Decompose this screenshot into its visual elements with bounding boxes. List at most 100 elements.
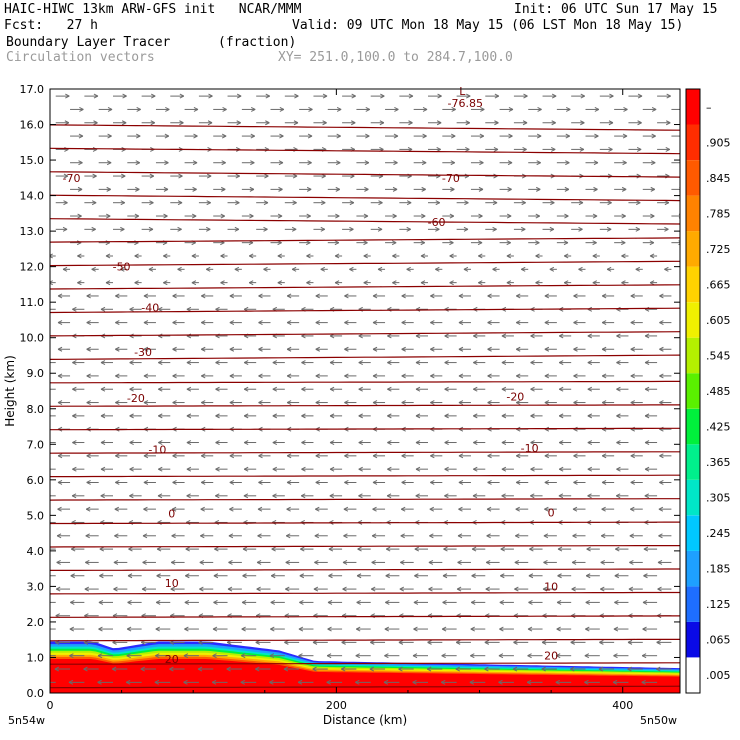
vector-arrowhead <box>455 639 461 645</box>
vector-arrowhead <box>350 120 356 126</box>
vector-arrowhead <box>393 160 398 166</box>
vector-arrowhead <box>207 120 213 126</box>
vector-arrowhead <box>444 386 449 392</box>
vector-arrowhead <box>643 573 648 579</box>
vector-arrowhead <box>430 400 435 405</box>
vector-arrowhead <box>456 586 462 592</box>
vector-arrowhead <box>315 480 320 485</box>
vector-arrowhead <box>270 626 275 632</box>
colorbar-frame <box>685 88 701 694</box>
vector-arrowhead <box>387 360 392 366</box>
contour-label: -20 <box>506 390 524 403</box>
vector-arrowhead <box>458 320 464 326</box>
vector-arrowhead <box>406 226 411 232</box>
vector-arrowhead <box>143 400 149 405</box>
vector-arrowhead <box>269 679 274 685</box>
vector-arrowhead <box>573 320 578 326</box>
cross-section-endpoints: XY= 251.0,100.0 to 284.7,100.0 <box>278 50 513 65</box>
vector-arrowhead <box>257 533 262 539</box>
vector-arrowhead <box>93 93 99 99</box>
vector-arrowhead <box>100 413 106 419</box>
vector-arrowhead <box>500 573 505 579</box>
vector-field-name: Circulation vectors <box>6 50 155 65</box>
vector-arrowhead <box>501 413 507 419</box>
vector-arrowhead <box>272 466 278 472</box>
contour-label: 10 <box>544 580 558 593</box>
vector-arrowhead <box>415 333 421 339</box>
vector-arrowhead <box>206 173 212 179</box>
vector-arrowhead <box>681 107 685 111</box>
vector-arrowhead <box>186 466 192 472</box>
vector-arrowhead <box>329 360 335 366</box>
vector-arrowhead <box>385 573 390 579</box>
vector-arrowhead <box>163 186 169 192</box>
vector-arrowhead <box>444 413 449 419</box>
vector-arrowhead <box>206 200 211 206</box>
vector-arrowhead <box>227 586 233 592</box>
vector-arrowhead <box>558 386 564 392</box>
vector-arrowhead <box>72 413 77 419</box>
vector-arrowhead <box>536 160 541 166</box>
tracer-band <box>50 659 680 693</box>
vector-arrowhead <box>377 266 383 272</box>
vector-arrowhead <box>421 213 426 219</box>
vector-arrowhead <box>614 599 619 605</box>
vector-arrowhead <box>644 360 650 366</box>
vector-arrowhead <box>486 533 491 539</box>
vector-arrowhead <box>372 506 377 512</box>
vector-arrowhead <box>507 186 512 192</box>
vector-arrowhead <box>635 266 640 272</box>
vector-arrowhead <box>283 666 289 672</box>
contour-line <box>50 124 680 131</box>
y-tick-label: 0.0 <box>27 687 45 700</box>
vector-arrowhead <box>298 653 303 659</box>
vector-arrowhead <box>472 493 478 499</box>
vector-arrowhead <box>506 213 512 219</box>
field-units: (fraction) <box>218 35 297 50</box>
vector-arrowhead <box>513 639 518 645</box>
vector-arrowhead <box>57 480 63 485</box>
vector-arrowhead <box>630 293 635 299</box>
vector-arrowhead <box>105 280 111 286</box>
vector-arrowhead <box>301 386 306 392</box>
vector-arrowhead <box>471 546 477 552</box>
vector-arrowhead <box>372 293 378 299</box>
vector-arrowhead <box>528 599 533 605</box>
vector-arrowhead <box>358 466 363 472</box>
vector-arrowhead <box>500 546 505 552</box>
vector-arrowhead <box>315 320 320 326</box>
vector-arrowhead <box>329 440 335 445</box>
colorbar-swatch <box>686 586 700 622</box>
vector-arrowhead <box>536 133 542 139</box>
vector-arrowhead <box>412 679 417 685</box>
vector-arrowhead <box>487 346 492 352</box>
vector-arrowhead <box>206 226 211 232</box>
vector-arrowhead <box>277 253 283 259</box>
vector-arrowhead <box>150 120 155 126</box>
vector-arrowhead <box>585 599 590 605</box>
vector-arrowhead <box>264 173 269 179</box>
vector-arrowhead <box>492 266 497 272</box>
vector-arrowhead <box>630 320 635 326</box>
vector-arrowhead <box>606 226 612 232</box>
vector-arrowhead <box>514 559 520 565</box>
colorbar-swatch <box>686 657 700 693</box>
vector-arrowhead <box>86 373 91 379</box>
contour-line <box>50 284 680 290</box>
vector-arrowhead <box>98 599 104 605</box>
vector-arrowhead <box>77 186 83 192</box>
vector-arrowhead <box>384 653 389 659</box>
vector-arrowhead <box>100 466 106 472</box>
vector-arrowhead <box>630 453 635 459</box>
vector-arrowhead <box>292 200 297 206</box>
vector-arrowhead <box>334 253 340 259</box>
vector-arrowhead <box>615 546 620 552</box>
vector-arrowhead <box>84 586 90 592</box>
contour-label: L <box>459 85 466 98</box>
contour-label: 0 <box>548 507 555 520</box>
vector-arrowhead <box>105 253 111 259</box>
vector-arrowhead <box>86 480 91 485</box>
vector-arrowhead <box>564 213 569 219</box>
vector-arrowhead <box>414 573 419 579</box>
